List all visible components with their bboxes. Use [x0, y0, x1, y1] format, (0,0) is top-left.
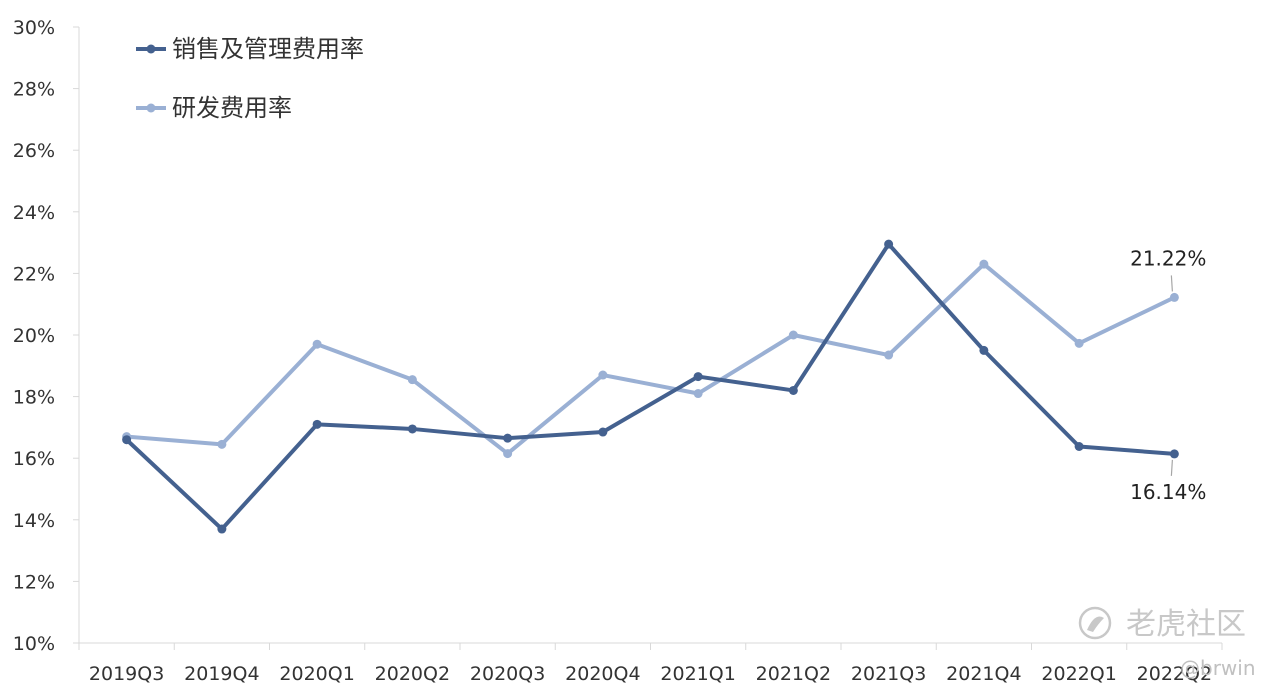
y-tick-label: 28% [13, 79, 55, 101]
data-point-rd [884, 350, 894, 360]
data-point-rd [1074, 338, 1084, 348]
data-point-sales-admin [1169, 449, 1179, 459]
leader-line [1170, 275, 1173, 292]
x-tick-label: 2019Q3 [89, 663, 164, 685]
data-point-rd [217, 439, 227, 449]
legend-marker-sales-admin [146, 44, 156, 54]
legend-marker-rd [146, 103, 156, 113]
y-tick-label: 26% [13, 140, 55, 162]
x-tick-label: 2020Q2 [375, 663, 450, 685]
data-point-sales-admin [312, 419, 322, 429]
data-point-sales-admin [884, 239, 894, 249]
data-point-sales-admin [598, 427, 608, 437]
watermark-user: @brwin [1180, 656, 1256, 680]
data-point-rd [788, 330, 798, 340]
y-tick-label: 12% [13, 571, 55, 593]
y-tick-label: 22% [13, 263, 55, 285]
y-tick-label: 30% [13, 17, 55, 39]
x-tick-label: 2022Q1 [1041, 663, 1116, 685]
tiger-community-logo-icon [1078, 606, 1112, 640]
x-tick-label: 2019Q4 [184, 663, 259, 685]
leader-line [1170, 459, 1173, 476]
watermark: 老虎社区 @brwin [1078, 606, 1256, 680]
x-tick-label: 2021Q2 [756, 663, 831, 685]
data-point-rd [503, 449, 513, 459]
series-line-sales-admin [125, 242, 1175, 532]
x-tick-label: 2021Q1 [660, 663, 735, 685]
x-tick-label: 2020Q4 [565, 663, 640, 685]
data-labels: 21.22% 16.14% [1130, 246, 1206, 503]
data-point-rd [598, 370, 608, 380]
x-tick-label: 2020Q1 [279, 663, 354, 685]
y-tick-label: 10% [13, 633, 55, 655]
x-tick-label: 2020Q3 [470, 663, 545, 685]
data-point-sales-admin [503, 433, 513, 443]
y-tick-label: 20% [13, 325, 55, 347]
y-tick-label: 14% [13, 510, 55, 532]
legend-label-sales-admin: 销售及管理费用率 [172, 35, 364, 63]
y-tick-label: 24% [13, 202, 55, 224]
series-line-rd [126, 262, 1176, 456]
x-tick-label: 2021Q4 [946, 663, 1021, 685]
watermark-text: 老虎社区 [1126, 607, 1246, 642]
legend-label-rd: 研发费用率 [172, 94, 292, 122]
data-label: 21.22% [1130, 246, 1206, 270]
data-point-sales-admin [788, 385, 798, 395]
y-tick-label: 18% [13, 387, 55, 409]
x-tick-label: 2021Q3 [851, 663, 926, 685]
data-point-sales-admin [979, 345, 989, 355]
data-point-sales-admin [217, 524, 227, 534]
data-point-rd [312, 339, 322, 349]
data-point-rd [693, 389, 703, 399]
axes: 10% 12% 14% 16% 18% 20% 22% 24% 26% 28% 30% 2019Q3 2… [13, 17, 1223, 685]
data-point-sales-admin [407, 424, 417, 434]
y-tick-label: 16% [13, 448, 55, 470]
series-layer [122, 239, 1179, 534]
data-point-rd [979, 259, 989, 269]
data-point-sales-admin [1074, 441, 1084, 451]
x-tick-label: 2022Q2 [1137, 663, 1212, 685]
data-point-sales-admin [693, 372, 703, 382]
legend: 销售及管理费用率 研发费用率 [136, 35, 364, 122]
data-point-rd [1169, 292, 1179, 302]
data-point-sales-admin [122, 435, 132, 445]
data-point-rd [407, 375, 417, 385]
data-label: 16.14% [1130, 480, 1206, 504]
